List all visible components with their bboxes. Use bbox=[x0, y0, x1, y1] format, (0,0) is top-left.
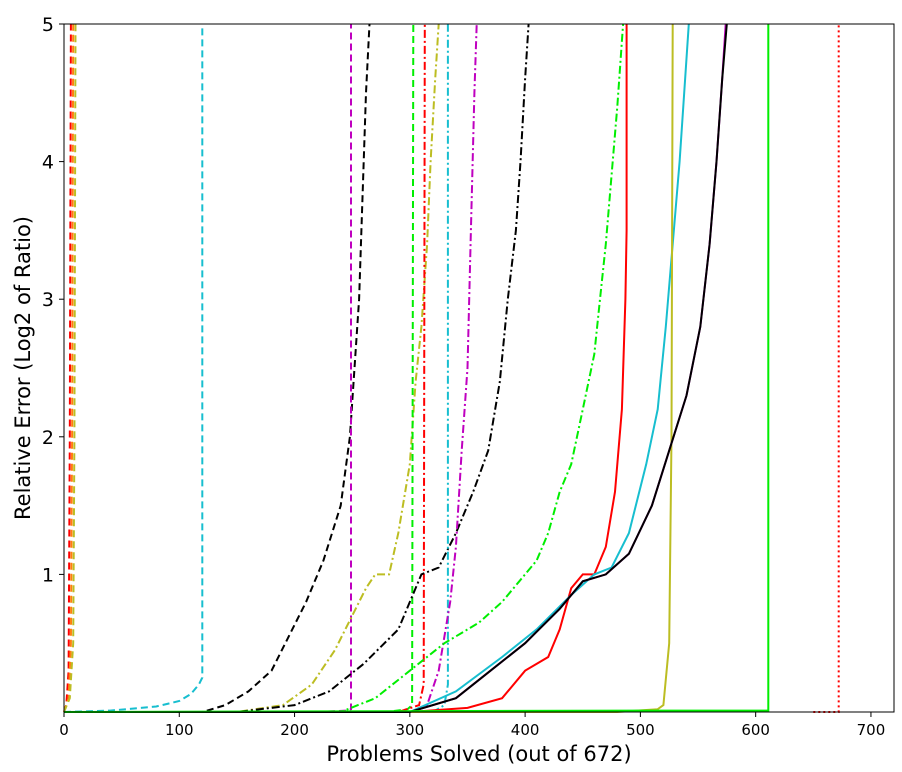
y-tick-label: 4 bbox=[42, 152, 54, 174]
x-tick-label: 700 bbox=[857, 721, 886, 739]
y-tick-label: 2 bbox=[42, 427, 54, 449]
series-line-18 bbox=[64, 23, 728, 713]
series-line-14 bbox=[64, 24, 628, 713]
series-line-3 bbox=[63, 23, 77, 713]
series-line-4 bbox=[63, 24, 204, 713]
series-line-7 bbox=[64, 23, 440, 713]
series-line-15 bbox=[64, 23, 690, 713]
x-tick-label: 0 bbox=[59, 721, 69, 739]
series-line-10 bbox=[64, 23, 530, 713]
y-axis-ticks: 1 2 3 4 5 bbox=[42, 14, 64, 586]
x-axis-ticks: 0 100 200 300 400 500 600 700 bbox=[59, 712, 885, 739]
x-tick-label: 600 bbox=[741, 721, 770, 739]
y-tick-label: 3 bbox=[42, 289, 54, 311]
series-line-5 bbox=[64, 23, 371, 713]
y-tick-label: 1 bbox=[42, 564, 54, 586]
series-line-19 bbox=[63, 24, 770, 713]
series-line-2 bbox=[63, 23, 75, 713]
x-tick-label: 300 bbox=[396, 721, 425, 739]
series-layer bbox=[63, 23, 840, 713]
series-line-8 bbox=[64, 23, 415, 713]
plot-frame bbox=[63, 23, 895, 713]
series-line-20 bbox=[813, 24, 840, 713]
x-tick-label: 100 bbox=[165, 721, 194, 739]
y-axis-label: Relative Error (Log2 of Ratio) bbox=[11, 216, 35, 520]
x-tick-label: 500 bbox=[626, 721, 655, 739]
x-tick-label: 200 bbox=[280, 721, 309, 739]
series-line-1 bbox=[63, 23, 72, 713]
series-line-9 bbox=[64, 23, 426, 713]
series-line-6 bbox=[64, 24, 352, 713]
series-line-16 bbox=[64, 23, 674, 713]
x-tick-label: 400 bbox=[511, 721, 540, 739]
series-line-11 bbox=[64, 24, 449, 713]
x-axis-label: Problems Solved (out of 672) bbox=[326, 742, 631, 766]
series-line-13 bbox=[64, 23, 625, 713]
y-tick-label: 5 bbox=[42, 14, 54, 36]
series-line-12 bbox=[64, 23, 478, 713]
